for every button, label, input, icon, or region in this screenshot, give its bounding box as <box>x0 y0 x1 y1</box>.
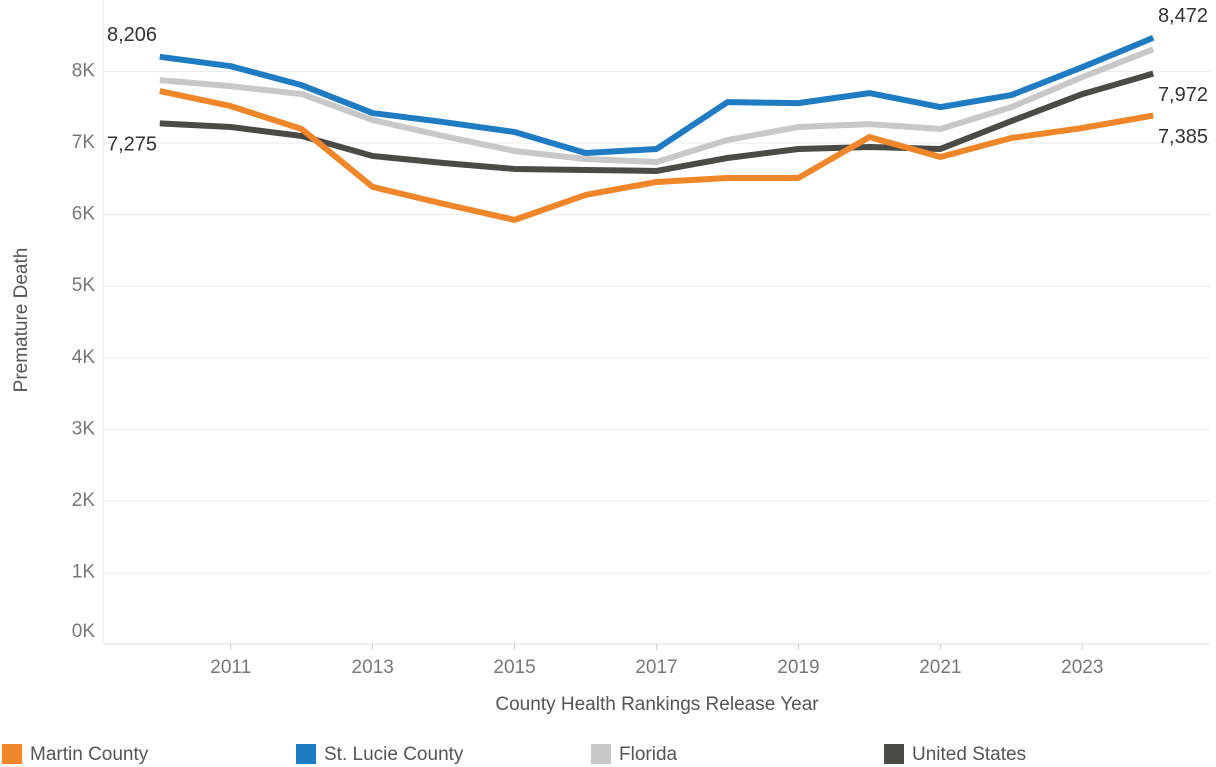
series-line <box>159 70 1155 174</box>
data-label: 7,972 <box>1158 84 1208 106</box>
y-tick-label: 6K <box>72 204 96 225</box>
legend-label: Florida <box>619 744 678 765</box>
data-label: 7,275 <box>107 134 157 156</box>
x-tick-label: 2017 <box>635 657 677 678</box>
legend-label: Martin County <box>30 744 149 765</box>
x-tick-label: 2013 <box>352 657 394 678</box>
y-tick-label: 1K <box>72 561 96 582</box>
y-tick-label: 3K <box>72 418 96 439</box>
x-tick-label: 2015 <box>493 657 535 678</box>
legend-swatch <box>591 744 611 764</box>
x-tick-label: 2023 <box>1061 657 1103 678</box>
x-axis-title: County Health Rankings Release Year <box>495 694 819 715</box>
x-tick-label: 2011 <box>210 657 251 678</box>
data-label: 8,206 <box>107 24 157 46</box>
y-tick-label: 0K <box>72 621 96 642</box>
y-tick-label: 4K <box>72 347 96 368</box>
series-line <box>159 46 1155 166</box>
legend-swatch <box>296 744 316 764</box>
data-label: 7,385 <box>1158 126 1208 148</box>
y-tick-label: 2K <box>72 490 96 511</box>
y-tick-label: 5K <box>72 275 96 296</box>
legend-label: St. Lucie County <box>324 744 464 765</box>
y-tick-label: 8K <box>72 61 96 82</box>
x-tick-label: 2019 <box>777 657 819 678</box>
legend-label: United States <box>912 744 1026 765</box>
y-tick-label: 7K <box>72 132 96 153</box>
series-line <box>159 88 1154 223</box>
legend-swatch <box>2 744 22 764</box>
y-axis-title: Premature Death <box>11 248 32 393</box>
x-tick-label: 2021 <box>919 657 961 678</box>
series-line <box>159 35 1155 156</box>
data-label: 8,472 <box>1158 5 1208 27</box>
legend-swatch <box>884 744 904 764</box>
